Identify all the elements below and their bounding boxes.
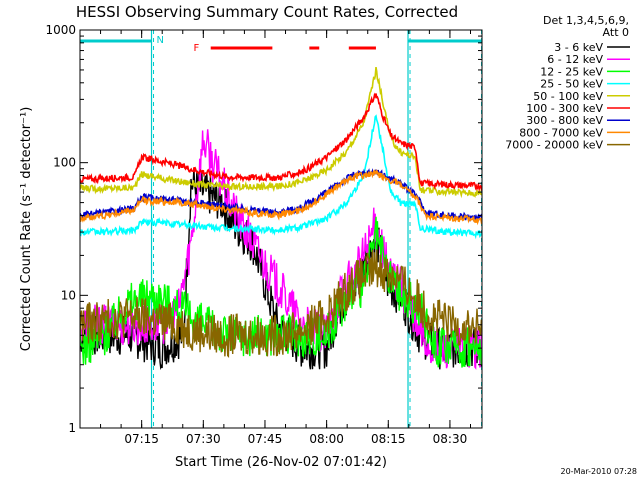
legend-label: 50 - 100 keV — [533, 90, 603, 103]
y-tick-label: 1 — [68, 421, 76, 435]
chart-title: HESSI Observing Summary Count Rates, Cor… — [76, 3, 458, 21]
x-tick-label: 07:15 — [124, 432, 159, 446]
legend-label: 7000 - 20000 keV — [505, 139, 603, 152]
series-line-7 — [80, 169, 482, 226]
x-tick-label: 07:30 — [186, 432, 221, 446]
legend-header-line-2: Att 0 — [603, 26, 629, 39]
x-tick-label: 08:15 — [371, 432, 406, 446]
y-tick-label: 100 — [53, 156, 76, 170]
legend-label: 12 - 25 keV — [540, 65, 603, 78]
legend-label: 6 - 12 keV — [547, 53, 603, 66]
legend-label: 800 - 7000 keV — [519, 126, 603, 139]
x-tick-label: 08:00 — [309, 432, 344, 446]
series-line-3 — [80, 114, 482, 240]
legend-label: 3 - 6 keV — [554, 41, 603, 54]
series-line-5 — [80, 92, 482, 192]
flare-marker-label: F — [193, 43, 199, 54]
plot-frame — [79, 29, 483, 429]
x-axis-label: Start Time (26-Nov-02 07:01:42) — [175, 455, 387, 470]
legend-header-line-1: Det 1,3,4,5,6,9, — [543, 14, 629, 27]
night-marker-label: N — [156, 35, 163, 46]
legend-label: 25 - 50 keV — [540, 78, 603, 91]
x-axis: 07:15 07:30 07:45 08:00 08:15 08:30 — [79, 30, 471, 446]
series-line-4 — [80, 66, 482, 199]
y-tick-label: 10 — [61, 288, 76, 302]
series-line-8 — [80, 249, 482, 358]
plot-area: NF — [80, 30, 483, 428]
y-axis-label: Corrected Count Rate (s⁻¹ detector⁻¹) — [19, 107, 34, 352]
y-tick-label: 1000 — [45, 23, 76, 37]
y-axis: 1 10 100 1000 — [45, 23, 482, 435]
legend-label: 300 - 800 keV — [526, 114, 603, 127]
series-layer — [80, 66, 482, 371]
series-line-1 — [80, 129, 482, 370]
footer-timestamp: 20-Mar-2010 07:28 — [561, 467, 638, 476]
legend-label: 100 - 300 keV — [526, 102, 603, 115]
x-tick-label: 08:30 — [433, 432, 468, 446]
x-tick-label: 07:45 — [248, 432, 283, 446]
